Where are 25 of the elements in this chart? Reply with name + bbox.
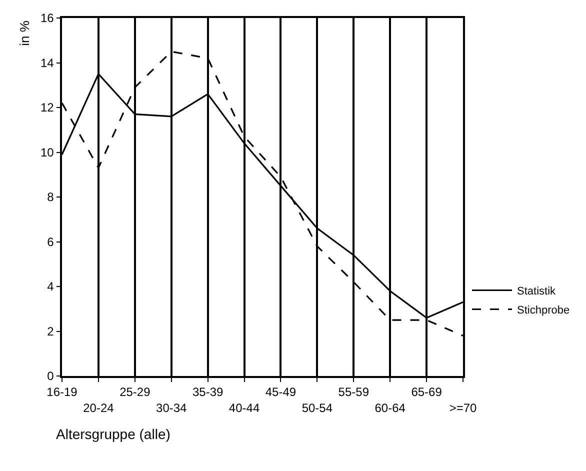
y-tick-label: 2 bbox=[47, 324, 54, 338]
x-tick-label: 30-34 bbox=[156, 400, 188, 415]
x-tick-label: 60-64 bbox=[374, 400, 406, 415]
x-tick-label: >=70 bbox=[449, 400, 477, 415]
y-axis-title: in % bbox=[16, 20, 32, 46]
x-tick-label: 65-69 bbox=[411, 385, 442, 400]
y-tick-label: 6 bbox=[47, 234, 54, 249]
legend-label: Stichprobe bbox=[517, 304, 570, 317]
y-tick-label: 10 bbox=[40, 145, 54, 160]
x-tick-label: 35-39 bbox=[192, 385, 224, 400]
x-tick-label: 16-19 bbox=[46, 385, 78, 400]
x-tick-label: 25-29 bbox=[120, 385, 151, 400]
legend-label: Statistik bbox=[517, 286, 556, 298]
y-tick-label: 12 bbox=[40, 100, 54, 115]
y-tick-label: 14 bbox=[40, 56, 54, 70]
x-tick-label: 45-49 bbox=[265, 385, 296, 400]
y-tick-label: 0 bbox=[47, 369, 54, 384]
x-tick-label: 55-59 bbox=[338, 385, 370, 400]
x-tick-label: 20-24 bbox=[83, 400, 114, 415]
x-tick-label: 40-44 bbox=[228, 400, 260, 415]
y-tick-label: 4 bbox=[47, 280, 54, 294]
x-tick-label: 50-54 bbox=[302, 400, 333, 415]
x-axis-title: Altersgruppe (alle) bbox=[56, 426, 170, 442]
y-tick-label: 16 bbox=[40, 11, 54, 26]
y-tick-label: 8 bbox=[47, 190, 54, 204]
